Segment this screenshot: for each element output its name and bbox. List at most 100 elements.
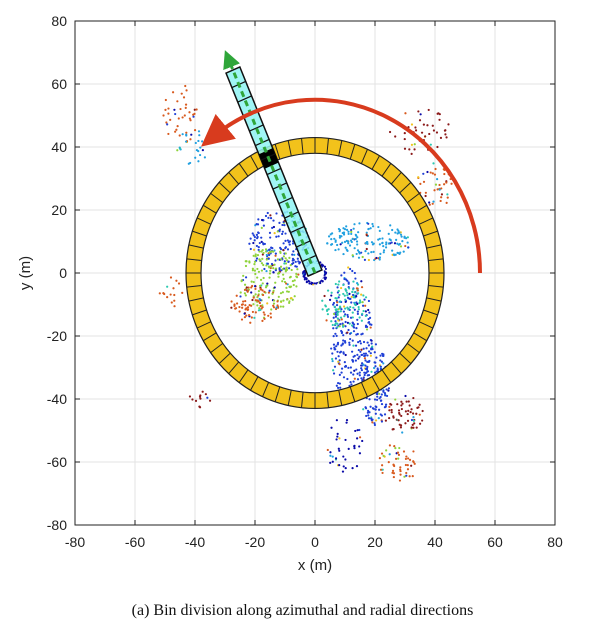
cloud-point — [352, 227, 355, 230]
cloud-point — [262, 276, 265, 280]
cloud-point — [334, 248, 337, 252]
cloud-point — [407, 457, 410, 460]
cloud-point — [247, 313, 251, 317]
cloud-point — [262, 242, 265, 245]
cloud-point — [337, 355, 340, 358]
cloud-point — [283, 262, 286, 265]
cloud-point — [390, 411, 393, 414]
cloud-point — [253, 260, 257, 263]
ring-bin-divider — [381, 163, 392, 177]
cloud-point — [331, 323, 334, 327]
cloud-point — [268, 289, 271, 292]
y-tick-label: 60 — [51, 76, 67, 92]
cloud-point — [381, 237, 384, 240]
cloud-point — [332, 316, 335, 319]
cloud-point — [194, 399, 198, 402]
cloud-point — [336, 350, 339, 353]
cloud-point — [353, 354, 356, 357]
ring-bin-divider — [210, 342, 224, 354]
cloud-point — [266, 211, 269, 215]
cloud-point — [285, 266, 288, 269]
cloud-point — [368, 316, 372, 320]
cloud-point — [230, 300, 233, 303]
cloud-point — [392, 415, 395, 418]
cloud-point — [268, 266, 271, 269]
cloud-point — [350, 324, 354, 327]
cloud-point — [415, 412, 418, 415]
cloud-point — [260, 236, 263, 239]
cloud-point — [292, 250, 295, 253]
cloud-point — [362, 340, 366, 344]
cloud-point — [256, 236, 259, 240]
cloud-point — [293, 279, 296, 282]
cloud-point — [284, 257, 287, 260]
cloud-point — [367, 258, 370, 262]
cloud-point — [353, 223, 356, 226]
cloud-point — [378, 457, 381, 460]
cloud-point — [260, 262, 264, 265]
radial-bin-divider — [278, 196, 293, 205]
ring-bin-divider — [399, 182, 412, 194]
cloud-point — [358, 371, 361, 374]
cloud-point — [291, 257, 295, 260]
cloud-point — [363, 373, 366, 377]
cloud-point — [388, 238, 391, 241]
ring-bin-divider — [301, 391, 304, 408]
cloud-point — [370, 251, 373, 254]
cloud-point — [303, 269, 306, 273]
cloud-point — [185, 131, 188, 134]
cloud-point — [201, 140, 204, 143]
cloud-point — [343, 294, 346, 297]
ring-bin-divider — [274, 144, 281, 160]
cloud-point — [203, 156, 206, 159]
cloud-point — [328, 298, 332, 301]
cloud-point — [167, 112, 170, 115]
cloud-point — [342, 310, 345, 313]
cloud-point — [444, 133, 447, 136]
cloud-point — [275, 306, 278, 309]
cloud-point — [272, 302, 276, 305]
cloud-point — [399, 466, 402, 469]
cloud-point — [269, 312, 272, 315]
cloud-point — [371, 348, 374, 351]
cloud-point — [357, 292, 360, 295]
cloud-point — [169, 276, 173, 279]
cloud-point — [248, 261, 251, 264]
cloud-point — [443, 172, 446, 176]
cloud-point — [355, 368, 358, 371]
cloud-point — [342, 334, 345, 337]
figure-canvas: -80 -60 -40 -20 0 20 40 60 80 -80 -60 -40 -20 0 20 40 60… — [17, 13, 563, 574]
cloud-point — [173, 293, 176, 297]
cloud-point — [282, 273, 285, 276]
y-tick-label: -40 — [47, 391, 67, 407]
cloud-point — [371, 421, 374, 424]
cloud-point — [254, 253, 257, 256]
cloud-point — [400, 235, 403, 238]
cloud-point — [372, 250, 375, 253]
cloud-point — [253, 235, 257, 239]
cloud-point — [243, 312, 246, 315]
cloud-point — [282, 242, 285, 245]
cloud-point — [367, 222, 370, 225]
ring-bin-divider — [338, 140, 343, 157]
cloud-point — [272, 289, 275, 292]
cloud-point — [189, 161, 192, 165]
cloud-point — [400, 400, 403, 403]
cloud-point — [358, 299, 362, 302]
cloud-point — [384, 394, 387, 397]
cloud-point — [245, 286, 248, 289]
cloud-point — [177, 117, 180, 120]
azimuthal-ring — [185, 136, 445, 410]
cloud-point — [252, 254, 255, 257]
cloud-point — [337, 319, 340, 322]
cloud-point — [256, 254, 260, 257]
cloud-point — [282, 248, 285, 252]
cloud-point — [347, 230, 350, 233]
cloud-point — [347, 281, 350, 284]
cloud-point — [344, 365, 348, 368]
cloud-point — [410, 464, 413, 467]
cloud-point — [424, 191, 427, 194]
cloud-point — [365, 231, 368, 234]
cloud-point — [334, 282, 337, 286]
cloud-point — [325, 319, 328, 322]
